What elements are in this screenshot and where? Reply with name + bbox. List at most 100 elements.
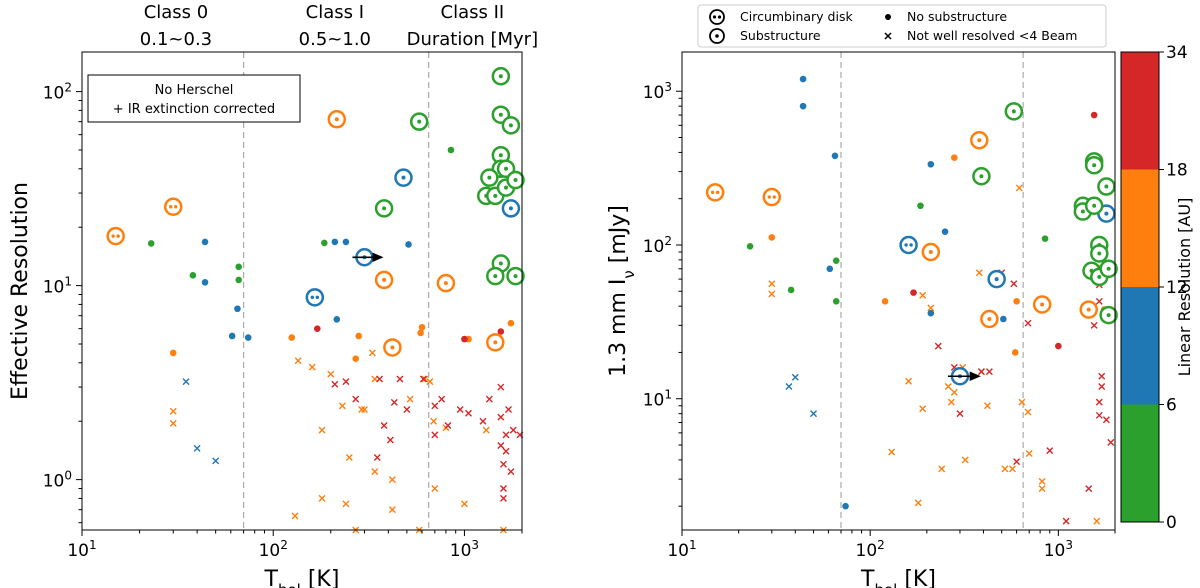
class-label: Class I bbox=[306, 2, 364, 23]
substructure-point bbox=[486, 333, 505, 352]
unresolved-point bbox=[497, 441, 505, 449]
unresolved-point bbox=[338, 402, 346, 410]
unresolved-point bbox=[438, 395, 446, 403]
unresolved-point bbox=[1038, 477, 1046, 485]
circumbinary-point bbox=[899, 235, 918, 255]
no-substructure-point bbox=[355, 332, 363, 340]
colorbar-tick-label: 0 bbox=[1166, 513, 1177, 533]
no-substructure-point bbox=[917, 202, 924, 210]
legend-dot bbox=[715, 34, 719, 38]
y-tick-label: 102 bbox=[43, 81, 72, 104]
herschel-note-box: No Herschel + IR extinction corrected bbox=[87, 74, 301, 123]
circumbinary-point bbox=[705, 183, 725, 202]
substructure-dot bbox=[1106, 313, 1111, 318]
unresolved-point bbox=[1107, 438, 1115, 446]
legend-circumbinary-label: Circumbinary disk bbox=[740, 9, 853, 24]
legend-frame bbox=[697, 4, 1107, 48]
unresolved-point bbox=[1038, 485, 1046, 493]
unresolved-point bbox=[371, 468, 379, 476]
unresolved-point bbox=[1062, 517, 1070, 525]
unresolved-point bbox=[947, 398, 955, 406]
circumbinary-ring bbox=[163, 197, 183, 216]
marker-legend: Circumbinary disk Substructure No substruc… bbox=[697, 4, 1107, 48]
colorbar-tick-label: 6 bbox=[1166, 396, 1177, 416]
unresolved-point bbox=[1024, 319, 1032, 327]
unresolved-point bbox=[331, 380, 339, 388]
linear-resolution-colorbar: 0 6 12 18 34 Linear Resolution [AU] bbox=[1120, 43, 1194, 533]
unresolved-point bbox=[1015, 184, 1023, 192]
no-substructure-point bbox=[447, 146, 455, 154]
no-substructure-point bbox=[244, 334, 252, 341]
substructure-point bbox=[921, 242, 941, 262]
circumbinary-point bbox=[305, 288, 325, 307]
circumbinary-ring bbox=[705, 183, 725, 202]
unresolved-point bbox=[388, 476, 396, 484]
unresolved-point bbox=[785, 383, 793, 391]
substructure-dot bbox=[928, 250, 933, 255]
unresolved-point bbox=[499, 494, 507, 502]
substructure-point bbox=[506, 266, 525, 286]
unresolved-point bbox=[1046, 447, 1054, 455]
circumbinary-point bbox=[163, 197, 183, 216]
no-substructure-point bbox=[228, 332, 236, 340]
unresolved-point bbox=[352, 395, 360, 403]
unresolved-point bbox=[456, 405, 464, 413]
no-substructure-point bbox=[169, 349, 177, 357]
substructure-point bbox=[436, 273, 456, 293]
substructure-point bbox=[1079, 300, 1098, 319]
unresolved-point bbox=[499, 485, 507, 492]
circumbinary-ring bbox=[106, 226, 125, 246]
no-substructure-point bbox=[147, 240, 155, 247]
unresolved-point bbox=[1001, 465, 1009, 473]
axes-frame bbox=[81, 51, 523, 531]
unresolved-point bbox=[368, 349, 376, 357]
no-substructure-point bbox=[234, 305, 241, 313]
class-duration-label: 0.1~0.3 bbox=[140, 29, 212, 50]
substructure-dot bbox=[493, 274, 498, 279]
circumbinary-dot bbox=[715, 190, 720, 195]
no-substructure-point bbox=[497, 328, 505, 335]
substructure-dot bbox=[334, 117, 339, 122]
unresolved-point bbox=[1098, 383, 1106, 391]
substructure-dot bbox=[498, 261, 503, 266]
substructure-dot bbox=[508, 123, 513, 128]
substructure-dot bbox=[1097, 274, 1102, 279]
no-substructure-point bbox=[333, 316, 341, 323]
substructure-dot bbox=[382, 206, 387, 211]
substructure-point bbox=[970, 131, 989, 150]
unresolved-point bbox=[1018, 398, 1026, 406]
substructure-point bbox=[374, 270, 394, 290]
substructure-point bbox=[506, 170, 525, 190]
no-substructure-point bbox=[1013, 298, 1020, 305]
circumbinary-point bbox=[762, 187, 782, 207]
no-substructure-point bbox=[941, 228, 949, 236]
substructure-dot bbox=[382, 277, 387, 282]
unresolved-point bbox=[983, 402, 991, 410]
y-axis-label: Effective Resolution bbox=[8, 182, 33, 400]
unresolved-point bbox=[464, 409, 472, 417]
unresolved-point bbox=[509, 426, 517, 434]
unresolved-point bbox=[1093, 517, 1101, 525]
unresolved-point bbox=[431, 485, 439, 492]
unresolved-point bbox=[182, 378, 190, 386]
substructure-dot bbox=[1092, 203, 1097, 208]
class-label: Class II bbox=[441, 2, 505, 23]
unresolved-point bbox=[888, 448, 896, 456]
no-substructure-point bbox=[201, 279, 209, 286]
no-substructure-point bbox=[1041, 235, 1049, 242]
substructure-point bbox=[1032, 295, 1052, 314]
colorbar-tick-label: 18 bbox=[1166, 161, 1188, 181]
unresolved-point bbox=[169, 419, 177, 427]
unresolved-point bbox=[977, 368, 985, 376]
substructure-dot bbox=[513, 274, 518, 279]
no-substructure-point bbox=[1011, 349, 1019, 356]
substructure-dot bbox=[1080, 209, 1085, 214]
unresolved-point bbox=[1095, 297, 1103, 305]
substructure-point bbox=[1090, 244, 1109, 263]
substructure-dot bbox=[498, 74, 503, 79]
unresolved-point bbox=[502, 447, 510, 455]
substructure-dot bbox=[1011, 109, 1016, 114]
substructure-point bbox=[987, 269, 1006, 289]
unresolved-point bbox=[388, 506, 396, 514]
